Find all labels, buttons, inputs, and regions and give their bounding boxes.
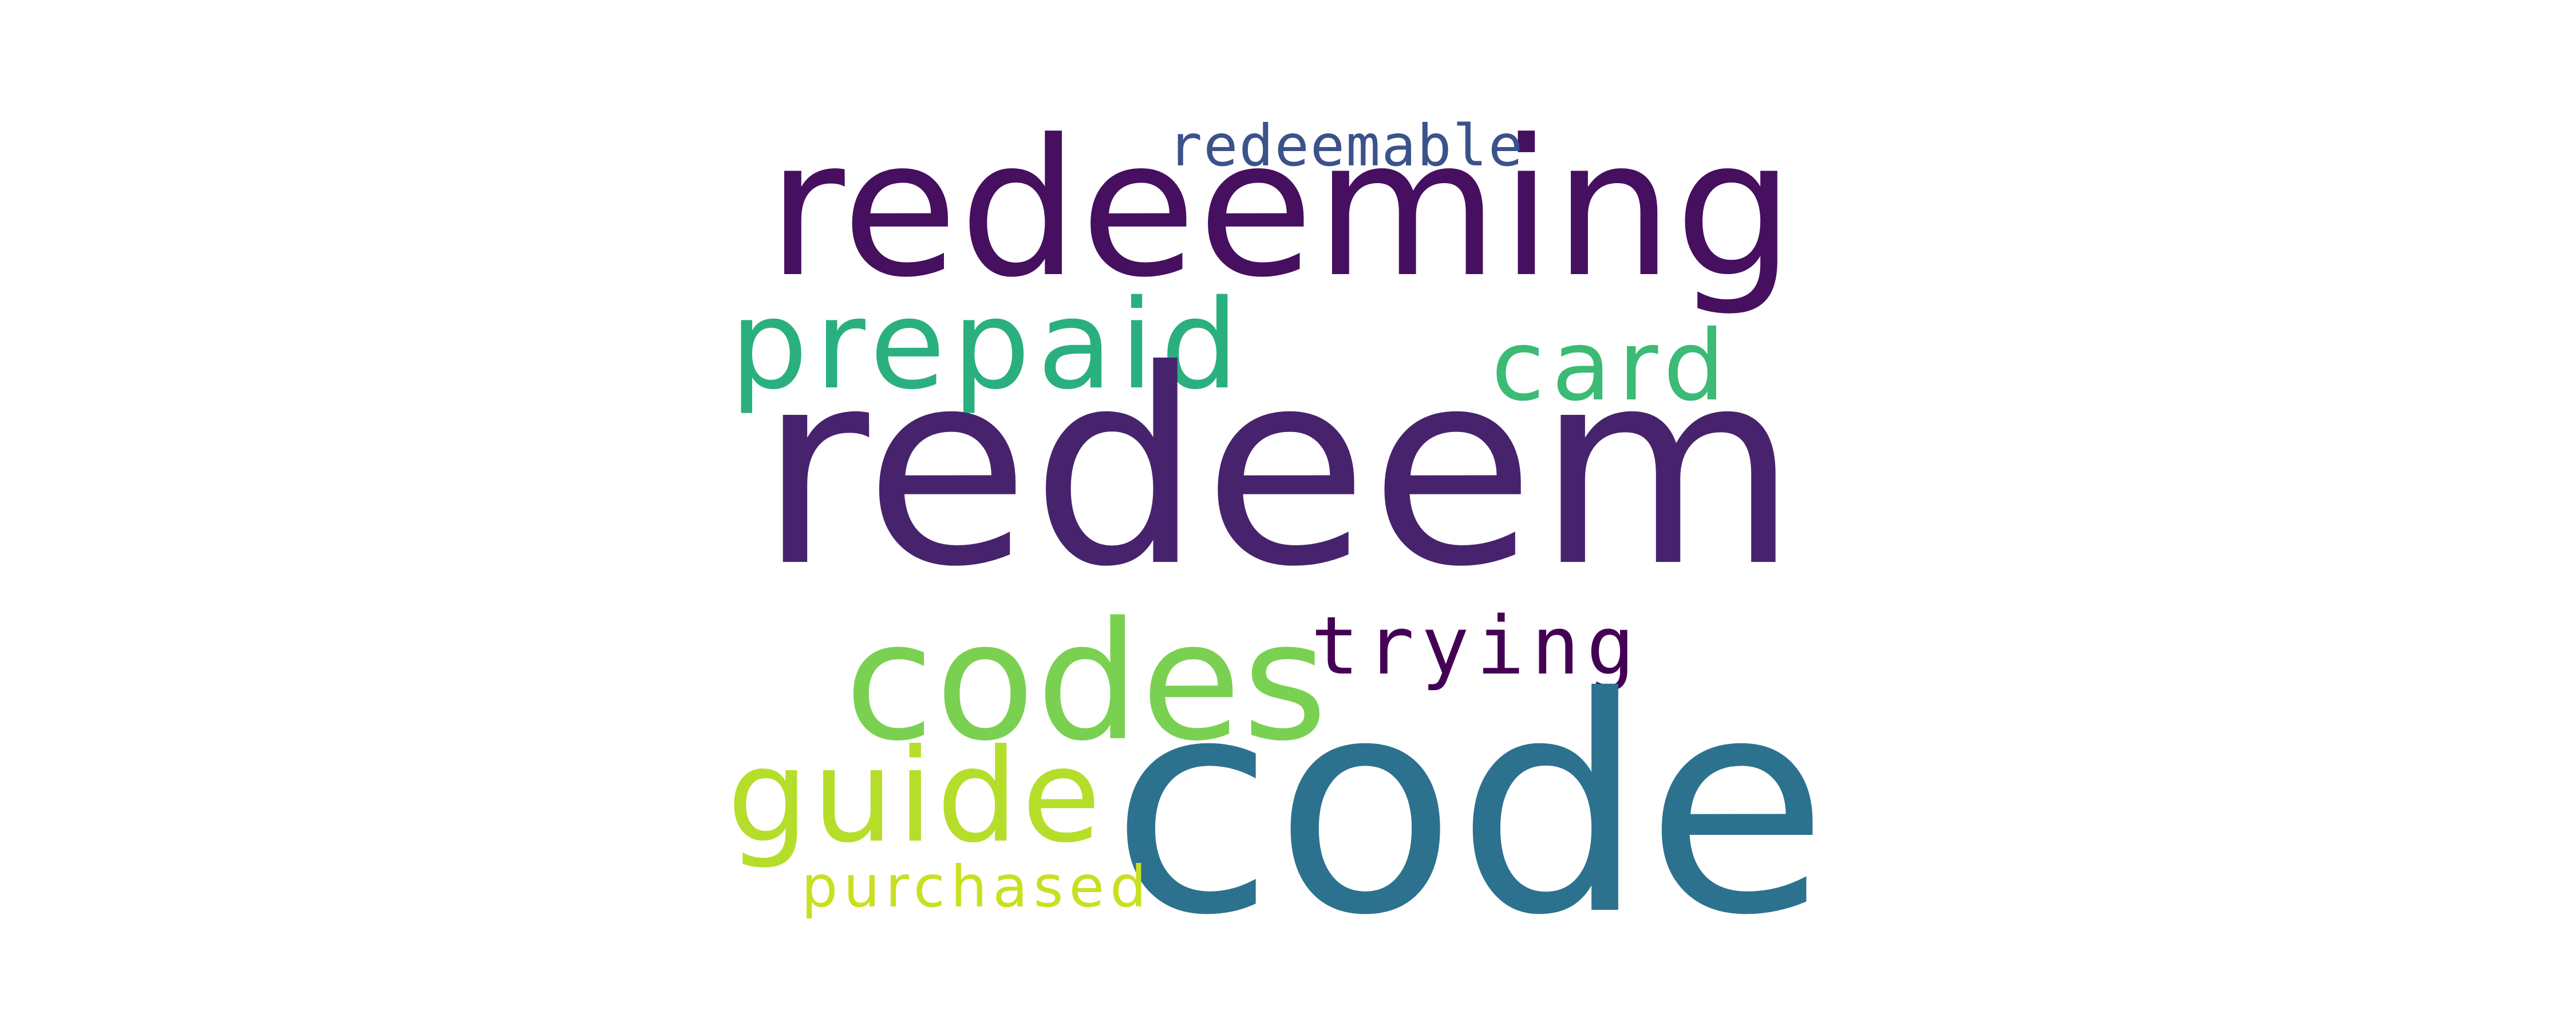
word-purchased: purchased (801, 853, 1152, 920)
word-card: card (1491, 310, 1732, 423)
word-code: code (1111, 633, 1829, 980)
word-codes: codes (844, 587, 1329, 777)
word-prepaid: prepaid (730, 273, 1246, 417)
word-redeem: redeem (758, 312, 1800, 625)
word-trying: trying (1311, 600, 1642, 693)
word-redeemable: redeemable (1168, 112, 1524, 179)
word-guide: guide (727, 722, 1105, 871)
word-redeeming: redeeming (767, 99, 1796, 319)
